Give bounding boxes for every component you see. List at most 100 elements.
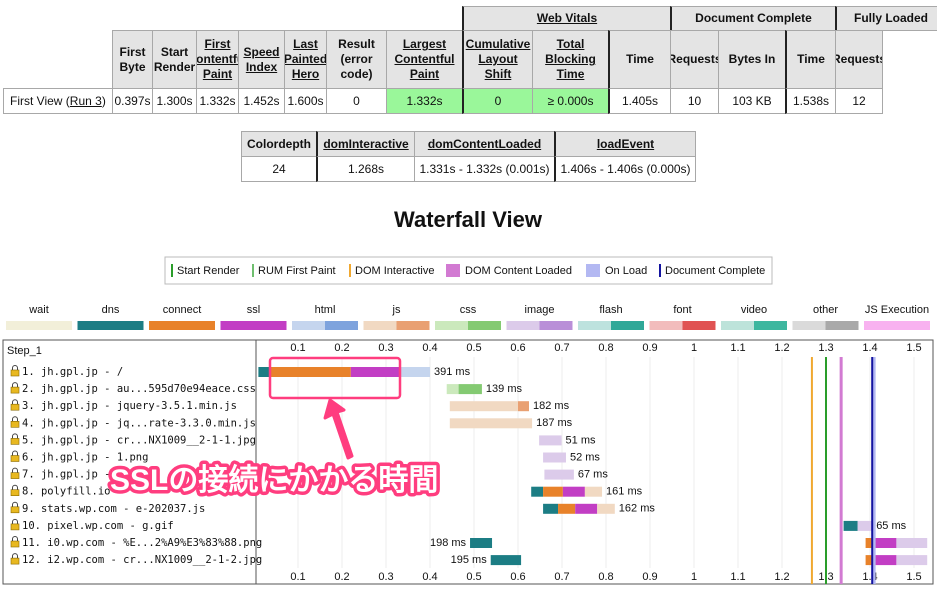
phase-swatch <box>468 321 501 330</box>
x-tick-label: 0.9 <box>642 571 657 583</box>
phase-label: JS Execution <box>865 304 929 316</box>
highlight-box <box>268 356 402 400</box>
phase-swatch <box>578 321 611 330</box>
phase-label: js <box>392 304 401 316</box>
x-tick-label: 0.6 <box>510 342 525 354</box>
column-header: Bytes In <box>718 30 786 89</box>
request-segment <box>258 367 270 377</box>
request-label: 10. pixel.wp.com - g.gif <box>22 520 174 532</box>
request-segment <box>543 486 563 497</box>
request-label: 12. i2.wp.com - cr...NX1009__2-1-2.jpg <box>22 554 262 566</box>
request-label: 5. jh.gpl.jp - cr...NX1009__2-1-1.jpg <box>22 434 256 446</box>
legend-swatch <box>349 264 351 277</box>
waterfall-title: Waterfall View <box>394 207 543 232</box>
phase-swatch <box>792 321 826 330</box>
lock-icon <box>12 467 18 473</box>
lock-icon <box>10 557 20 565</box>
legend-swatch <box>586 264 600 277</box>
lock-icon <box>10 438 20 445</box>
x-tick-label: 1.2 <box>774 571 789 583</box>
phase-label: html <box>315 304 336 316</box>
x-tick-label: 0.4 <box>422 342 437 354</box>
lock-icon <box>12 416 18 422</box>
phase-label: font <box>673 304 691 316</box>
request-segment <box>446 384 459 395</box>
lock-icon <box>10 369 20 377</box>
x-tick-label: 0.8 <box>598 571 613 583</box>
lock-icon <box>10 523 20 531</box>
x-tick-label: 0.3 <box>378 571 393 583</box>
column-header: Requests <box>835 30 883 89</box>
x-tick-label: 0.5 <box>466 571 481 583</box>
request-segment <box>896 555 928 566</box>
legend-swatch <box>252 264 254 277</box>
x-tick-label: 0.4 <box>422 571 437 583</box>
request-segment <box>543 452 566 463</box>
x-tick-label: 1.5 <box>906 571 921 583</box>
request-segment <box>399 367 430 377</box>
phase-swatch <box>149 321 215 330</box>
x-tick-label: 1.1 <box>730 342 745 354</box>
cell-value: 1.332s <box>386 88 463 114</box>
lock-icon <box>10 455 20 462</box>
row-label: First View (Run 3) <box>3 88 113 114</box>
lock-icon <box>12 382 18 388</box>
request-segment <box>470 538 493 548</box>
phase-swatch <box>396 321 430 330</box>
lock-icon <box>12 518 18 524</box>
duration-label: 198 ms <box>430 537 467 549</box>
request-segment <box>449 418 533 429</box>
request-label: 6. jh.gpl.jp - 1.png <box>22 452 148 464</box>
column-header[interactable]: First Contentful Paint <box>196 30 239 89</box>
lock-icon <box>12 399 18 405</box>
duration-label: 65 ms <box>876 520 906 532</box>
column-header[interactable]: Largest Contentful Paint <box>386 30 463 89</box>
x-tick-label: 0.9 <box>642 342 657 354</box>
request-segment <box>558 503 576 514</box>
phase-label: wait <box>28 304 49 316</box>
phase-label: dns <box>102 304 120 316</box>
cell-value: 0 <box>462 88 533 114</box>
group-header[interactable]: Web Vitals <box>462 6 671 31</box>
dom-header[interactable]: domContentLoaded <box>414 131 555 157</box>
request-segment <box>544 469 574 480</box>
request-label: 4. jh.gpl.jp - jq...rate-3.3.0.min.js <box>22 417 256 429</box>
x-tick-label: 0.3 <box>378 342 393 354</box>
phase-swatch <box>649 321 683 330</box>
request-segment <box>350 367 400 377</box>
column-header[interactable]: Last Painted Hero <box>284 30 327 89</box>
column-header[interactable]: Speed Index <box>238 30 285 89</box>
phase-swatch <box>864 321 930 330</box>
event-range <box>839 357 843 584</box>
request-label: 2. jh.gpl.jp - au...595d70e94eace.css <box>22 383 256 395</box>
request-label: 7. jh.gpl.jp - ...d0 <box>22 469 148 481</box>
x-tick-label: 1.5 <box>906 342 921 354</box>
phase-swatch <box>363 321 397 330</box>
waterfall-frame <box>2 339 934 585</box>
x-tick-label: 0.7 <box>554 342 569 354</box>
phase-swatch <box>6 321 72 330</box>
legend-label: Document Complete <box>665 265 765 277</box>
phase-swatch <box>611 321 644 330</box>
duration-label: 67 ms <box>578 469 608 481</box>
group-header: Fully Loaded <box>835 6 937 31</box>
request-segment <box>458 384 482 395</box>
request-segment <box>518 401 529 412</box>
x-tick-label: 1.3 <box>818 342 833 354</box>
duration-label: 187 ms <box>536 417 573 429</box>
request-segment <box>865 538 875 548</box>
phase-swatch <box>77 321 144 330</box>
lock-icon <box>10 506 20 514</box>
duration-label: 52 ms <box>570 451 600 463</box>
request-segment <box>575 503 598 514</box>
lock-icon <box>12 553 18 559</box>
x-tick-label: 0.2 <box>334 342 349 354</box>
arrow <box>323 398 354 460</box>
x-tick-label: 0.8 <box>598 342 613 354</box>
run-link[interactable]: Run 3 <box>69 93 102 108</box>
lock-icon <box>12 365 18 370</box>
phase-label: flash <box>599 304 622 316</box>
column-header[interactable]: Total Blocking Time <box>532 30 609 89</box>
